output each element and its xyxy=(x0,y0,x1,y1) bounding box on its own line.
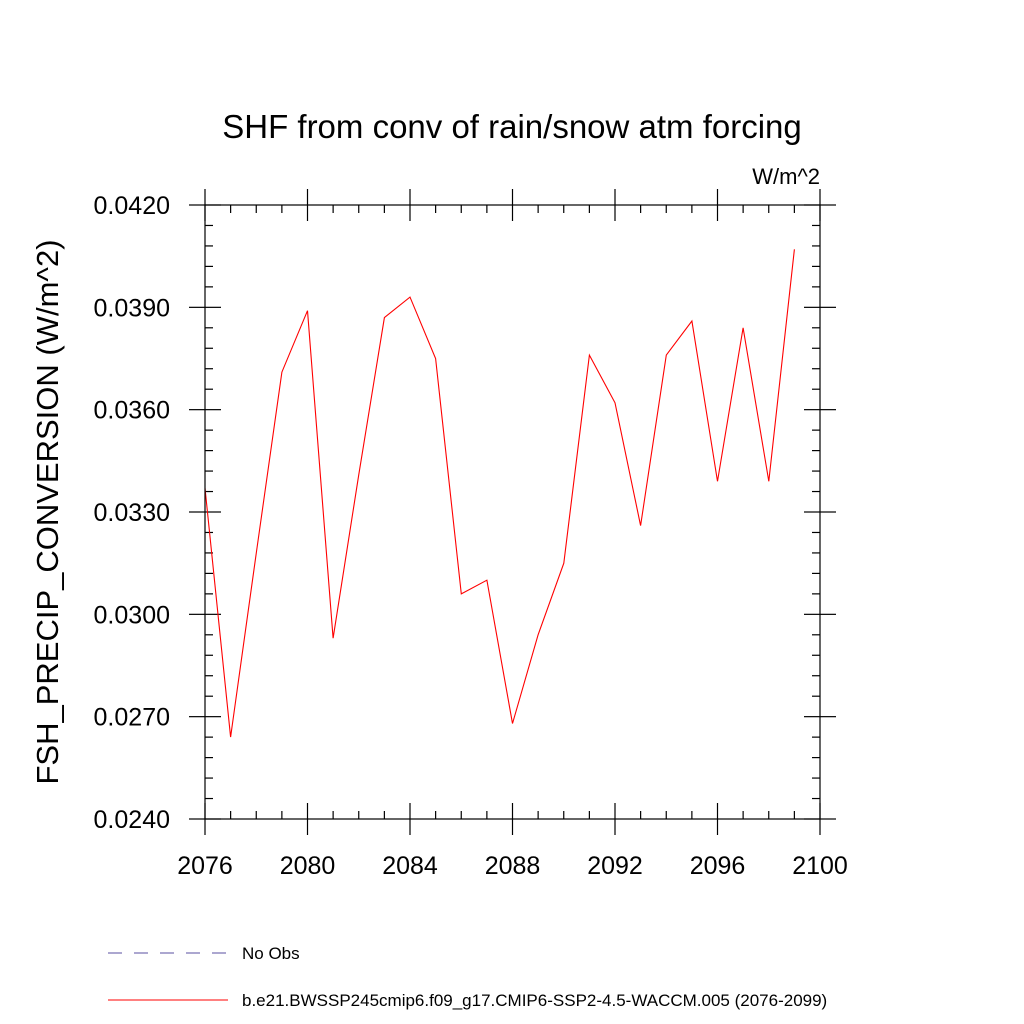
y-tick-label: 0.0300 xyxy=(94,601,170,629)
y-axis-label: FSH_PRECIP_CONVERSION (W/m^2) xyxy=(30,239,65,784)
ticks-layer: 2076 2080 2084 2088 2092 2096 2100 0.0240 0.0270… xyxy=(94,189,848,880)
chart-title: SHF from conv of rain/snow atm forcing xyxy=(222,108,802,145)
x-tick-label: 2076 xyxy=(177,852,233,880)
legend-label-0: No Obs xyxy=(242,944,300,963)
y-tick-label: 0.0420 xyxy=(94,192,170,220)
legend: No Obs b.e21.BWSSP245cmip6.f09_g17.CMIP6-… xyxy=(108,944,827,1010)
legend-label-1: b.e21.BWSSP245cmip6.f09_g17.CMIP6-SSP2-4… xyxy=(242,991,827,1010)
x-tick-label: 2084 xyxy=(382,852,438,880)
series-line-1 xyxy=(204,249,795,738)
units-label: W/m^2 xyxy=(752,164,820,189)
x-tick-label: 2096 xyxy=(690,852,746,880)
x-tick-label: 2080 xyxy=(280,852,336,880)
x-tick-label: 2088 xyxy=(485,852,541,880)
y-tick-label: 0.0390 xyxy=(94,294,170,322)
y-tick-label: 0.0360 xyxy=(94,397,170,425)
x-tick-label: 2092 xyxy=(587,852,643,880)
x-tick-label: 2100 xyxy=(792,852,848,880)
y-tick-label: 0.0240 xyxy=(94,806,170,834)
series-layer xyxy=(204,249,795,738)
y-tick-label: 0.0270 xyxy=(94,704,170,732)
plot-frame xyxy=(204,204,821,820)
y-tick-label: 0.0330 xyxy=(94,499,170,527)
